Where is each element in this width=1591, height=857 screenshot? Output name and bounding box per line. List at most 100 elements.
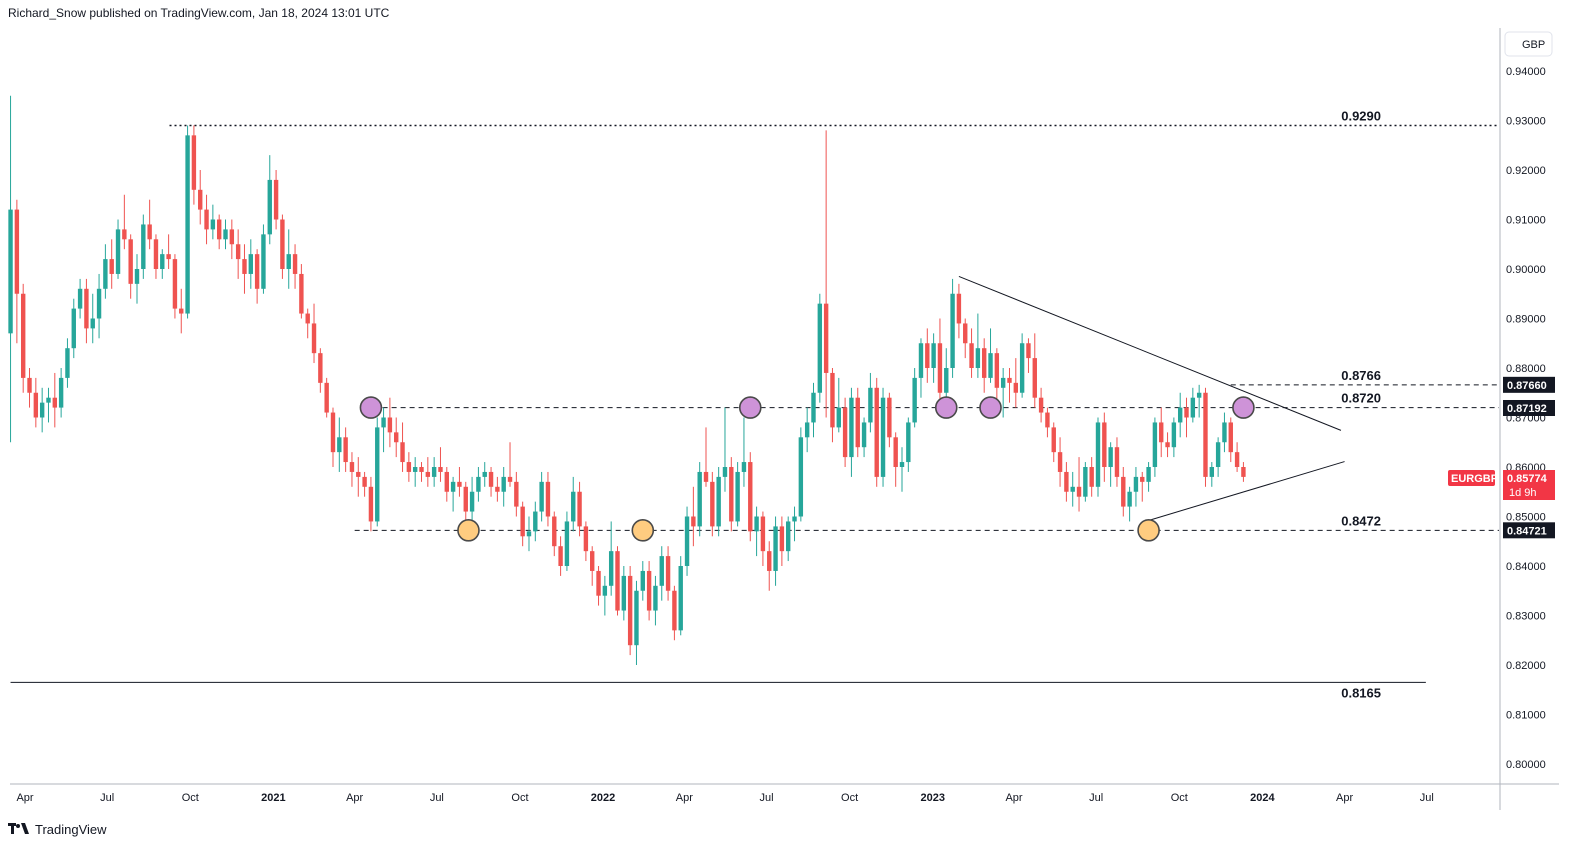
touch-marker xyxy=(1232,396,1255,419)
candle-body xyxy=(697,471,702,527)
candle xyxy=(109,239,114,289)
candle-body xyxy=(842,407,848,458)
candle xyxy=(375,417,380,527)
candle xyxy=(823,130,829,418)
candle-body xyxy=(330,412,336,453)
candle-body xyxy=(1165,442,1170,448)
candle xyxy=(526,516,532,552)
candle-body xyxy=(640,570,645,591)
footer-brand[interactable]: TradingView xyxy=(8,819,107,839)
candle xyxy=(1146,462,1151,492)
candle-body xyxy=(191,135,197,190)
candle-body xyxy=(880,397,886,477)
candle xyxy=(678,556,683,636)
candle xyxy=(463,481,468,522)
candle-body xyxy=(198,189,203,210)
candle-body xyxy=(1121,476,1126,507)
candle xyxy=(792,506,797,542)
currency-button[interactable]: GBP xyxy=(1504,31,1553,57)
candle-body xyxy=(514,481,519,507)
candle xyxy=(248,239,253,289)
candle-body xyxy=(956,293,962,324)
candle xyxy=(994,348,1000,403)
x-tick-label: Apr xyxy=(16,792,33,804)
candle xyxy=(912,368,917,428)
candle-body xyxy=(286,254,291,269)
candle xyxy=(1038,387,1044,423)
x-tick-label: 2024 xyxy=(1250,792,1275,804)
candle-body xyxy=(210,219,216,230)
candle-body xyxy=(925,343,930,368)
candle xyxy=(1171,417,1177,458)
candle xyxy=(577,481,582,537)
candle xyxy=(722,407,728,492)
price-tag-label: 0.87660 xyxy=(1507,380,1547,392)
candle xyxy=(387,397,393,448)
candle-body xyxy=(39,402,45,418)
candle-body xyxy=(786,521,791,552)
candle-body xyxy=(1038,397,1044,413)
candle xyxy=(545,471,551,527)
candle xyxy=(96,273,102,339)
candle-body xyxy=(52,397,58,408)
candle xyxy=(558,536,563,576)
candle xyxy=(330,407,336,467)
candle-body xyxy=(46,397,51,403)
candle-body xyxy=(912,377,917,423)
candle xyxy=(906,417,911,472)
candle-body xyxy=(678,566,683,631)
candle xyxy=(254,249,260,304)
candle-body xyxy=(621,575,627,611)
candle-body xyxy=(77,288,83,309)
price-tag-label: 0.87192 xyxy=(1507,403,1547,415)
x-tick-label: Oct xyxy=(511,792,528,804)
symbol-tag: EURGBP 0.85774 1d 9h xyxy=(1448,470,1555,500)
candle xyxy=(46,387,51,423)
candle-body xyxy=(141,224,146,269)
symbol-tag-label: EURGBP xyxy=(1451,473,1498,485)
price-axis[interactable]: 0.94000 0.93000 0.92000 0.91000 0.90000 0.890… xyxy=(1506,66,1546,771)
candle xyxy=(1019,333,1025,398)
x-tick-label: 2023 xyxy=(920,792,944,804)
time-axis[interactable]: Apr Jul Oct 2021 Apr Jul Oct 2022 Apr Jul Oct 2023 A… xyxy=(16,792,1433,804)
candle xyxy=(956,283,962,339)
price-tag-bg xyxy=(1503,399,1555,416)
candle xyxy=(147,199,152,250)
candle-body xyxy=(1196,392,1202,398)
candle-body xyxy=(280,219,285,269)
candle xyxy=(65,338,70,388)
last-price-label: 0.85774 xyxy=(1507,473,1548,485)
candle-body xyxy=(1184,407,1189,418)
candle-body xyxy=(596,570,601,596)
candle-body xyxy=(1089,467,1094,487)
candle-body xyxy=(248,254,253,274)
candle-body xyxy=(571,491,576,522)
candle xyxy=(539,471,544,522)
candle xyxy=(8,95,13,443)
candle-body xyxy=(1108,447,1113,467)
y-tick-label: 0.89000 xyxy=(1506,314,1546,326)
candle-body xyxy=(608,551,614,586)
candle-body xyxy=(507,476,513,482)
candle-body xyxy=(394,432,399,443)
candle-body xyxy=(830,372,835,428)
candle xyxy=(887,392,892,448)
candle-body xyxy=(324,382,329,413)
tradingview-logo-icon xyxy=(8,823,29,834)
candle xyxy=(419,462,424,482)
candle xyxy=(533,501,538,542)
candle-body xyxy=(8,209,13,334)
candle-body xyxy=(1114,447,1120,477)
candle-body xyxy=(792,516,797,522)
candles xyxy=(8,95,1246,665)
candle-body xyxy=(994,353,1000,388)
level-label: 0.8766 xyxy=(1341,368,1381,383)
candle-body xyxy=(811,392,816,423)
candle xyxy=(1089,457,1094,497)
candle xyxy=(691,486,696,547)
candle-body xyxy=(166,254,171,260)
candle xyxy=(134,254,140,304)
candle-body xyxy=(545,481,551,517)
candle-body xyxy=(438,467,443,472)
